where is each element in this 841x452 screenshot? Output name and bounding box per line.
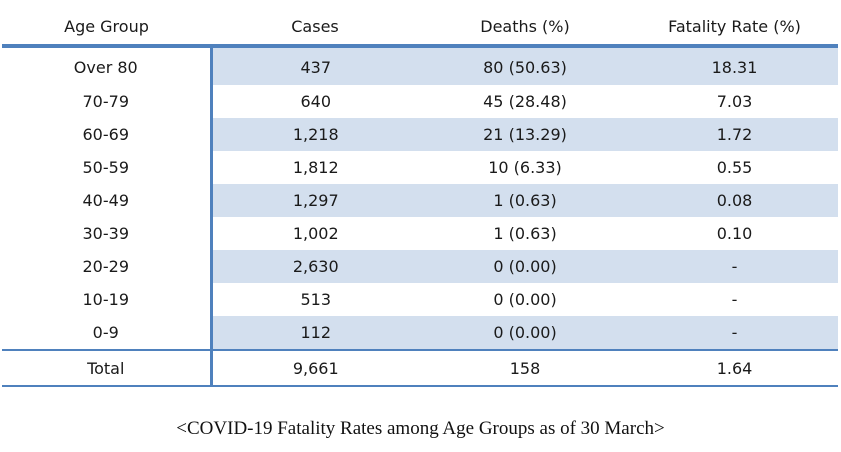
- table-row: 60-69 1,218 21 (13.29) 1.72: [2, 118, 838, 151]
- deaths-cell: 10 (6.33): [488, 158, 562, 177]
- table-header: Age Group Cases Deaths (%) Fatality Rate…: [2, 9, 838, 46]
- deaths-cell: 45 (28.48): [483, 92, 567, 111]
- cases-cell: 112: [211, 316, 419, 350]
- fatality-rate-cell: -: [631, 316, 838, 350]
- table-row: 20-29 2,630 0 (0.00) -: [2, 250, 838, 283]
- age-group-cell: 0-9: [2, 316, 213, 350]
- age-group-cell: 10-19: [2, 283, 213, 316]
- header-fatality-rate: Fatality Rate (%): [668, 17, 801, 36]
- fatality-rate-cell: 0.08: [631, 184, 838, 217]
- table-footer: Total 9,661 158 1.64: [2, 350, 838, 386]
- fatality-rate-cell: -: [731, 290, 738, 309]
- age-group-cell: Over 80: [2, 46, 213, 85]
- deaths-cell: 21 (13.29): [419, 118, 631, 151]
- total-cases: 9,661: [292, 358, 339, 378]
- cases-cell: 1,812: [292, 158, 339, 177]
- total-label: Total: [2, 350, 213, 386]
- deaths-cell: 1 (0.63): [419, 184, 631, 217]
- table-row: 70-79 640 45 (28.48) 7.03: [2, 85, 838, 118]
- table-caption: <COVID-19 Fatality Rates among Age Group…: [176, 418, 665, 439]
- age-group-cell: 60-69: [2, 118, 213, 151]
- fatality-rate-cell: 18.31: [631, 46, 838, 85]
- deaths-cell: 0 (0.00): [419, 316, 631, 350]
- cases-cell: 1,218: [211, 118, 419, 151]
- deaths-cell: 0 (0.00): [493, 290, 557, 309]
- table-row: 30-39 1,002 1 (0.63) 0.10: [2, 217, 838, 250]
- table-body: Over 80 437 80 (50.63) 18.31 70-79 640 4…: [2, 46, 838, 350]
- cases-cell: 1,297: [211, 184, 419, 217]
- cases-cell: 1,002: [292, 224, 339, 243]
- age-group-cell: 20-29: [2, 250, 213, 283]
- fatality-rate-cell: 1.72: [631, 118, 838, 151]
- table-row: 10-19 513 0 (0.00) -: [2, 283, 838, 316]
- total-deaths: 158: [509, 358, 541, 378]
- cases-cell: 2,630: [211, 250, 419, 283]
- cases-cell: 437: [211, 46, 419, 85]
- deaths-cell: 1 (0.63): [493, 224, 557, 243]
- table-row: 50-59 1,812 10 (6.33) 0.55: [2, 151, 838, 184]
- cases-cell: 640: [300, 92, 332, 111]
- header-row: Age Group Cases Deaths (%) Fatality Rate…: [2, 9, 838, 46]
- header-age-group: Age Group: [64, 17, 149, 36]
- total-fatality-rate: 1.64: [716, 358, 753, 378]
- age-group-cell: 30-39: [2, 217, 213, 250]
- fatality-rate-cell: 7.03: [716, 92, 753, 111]
- deaths-cell: 80 (50.63): [419, 46, 631, 85]
- table-row: 0-9 112 0 (0.00) -: [2, 316, 838, 350]
- table-row: Over 80 437 80 (50.63) 18.31: [2, 46, 838, 85]
- total-row: Total 9,661 158 1.64: [2, 350, 838, 386]
- deaths-cell: 0 (0.00): [419, 250, 631, 283]
- age-group-cell: 40-49: [2, 184, 213, 217]
- fatality-rate-cell: 0.55: [716, 158, 753, 177]
- table-row: 40-49 1,297 1 (0.63) 0.08: [2, 184, 838, 217]
- fatality-rate-cell: -: [631, 250, 838, 283]
- age-group-cell: 70-79: [2, 85, 213, 118]
- header-deaths: Deaths (%): [480, 17, 570, 36]
- age-group-cell: 50-59: [2, 151, 213, 184]
- header-cases: Cases: [291, 17, 339, 36]
- cases-cell: 513: [300, 290, 332, 309]
- fatality-table: Age Group Cases Deaths (%) Fatality Rate…: [2, 9, 838, 387]
- fatality-rate-cell: 0.10: [716, 224, 753, 243]
